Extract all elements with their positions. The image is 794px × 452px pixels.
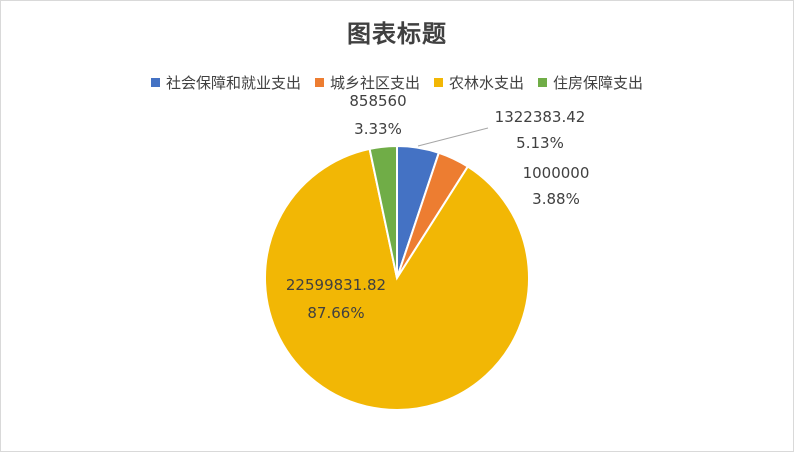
percent-label-agriculture: 87.66% — [307, 304, 364, 322]
legend-item-housing: 住房保障支出 — [538, 72, 643, 93]
legend-item-social-security: 社会保障和就业支出 — [150, 72, 301, 93]
legend-swatch — [314, 78, 324, 87]
pie-slice-agriculture — [264, 147, 530, 411]
legend-label: 社会保障和就业支出 — [165, 74, 301, 92]
pie-slice-housing — [368, 144, 398, 279]
legend-label: 住房保障支出 — [553, 74, 644, 92]
legend-item-urban-rural: 城乡社区支出 — [314, 72, 420, 93]
value-label-urban-rural: 1000000 — [523, 164, 590, 182]
legend: 社会保障和就业支出 城乡社区支出 农林水支出 住房保障支出 — [0, 72, 794, 93]
legend-swatch — [538, 78, 548, 87]
value-label-agriculture: 22599831.82 — [286, 276, 386, 294]
percent-label-social-security: 5.13% — [516, 134, 564, 152]
chart-title: 图表标题 — [347, 20, 447, 48]
legend-label: 城乡社区支出 — [329, 74, 420, 92]
value-label-social-security: 1322383.42 — [495, 108, 586, 126]
leader-line — [417, 127, 489, 147]
percent-label-housing: 3.33% — [354, 120, 402, 138]
value-label-housing: 858560 — [349, 92, 406, 110]
pie-slices — [264, 144, 530, 411]
legend-swatch — [150, 78, 160, 87]
legend-label: 农林水支出 — [449, 74, 525, 92]
percent-label-urban-rural: 3.88% — [532, 190, 580, 208]
legend-item-agriculture: 农林水支出 — [434, 72, 524, 93]
legend-swatch — [434, 78, 443, 87]
